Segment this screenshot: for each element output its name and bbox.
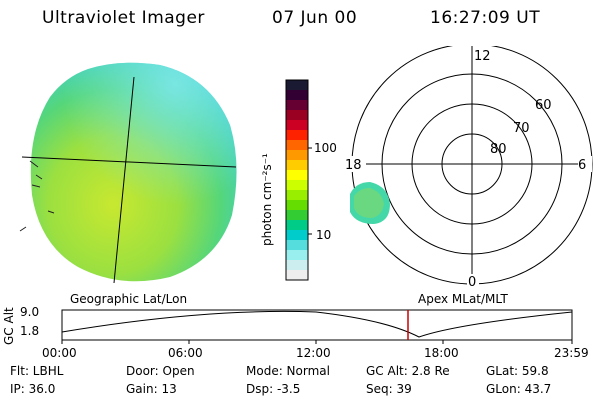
x-tick-2359: 23:59 bbox=[554, 346, 589, 360]
colorbar-segment bbox=[286, 80, 308, 91]
color-scale-bar bbox=[285, 79, 312, 281]
x-tick-1200: 12:00 bbox=[296, 346, 331, 360]
time-label: 16:27:09 UT bbox=[430, 8, 541, 28]
colorbar-segment bbox=[286, 110, 308, 121]
latitude-line bbox=[21, 156, 237, 168]
colorbar-segment bbox=[286, 230, 308, 241]
colorbar-segment bbox=[286, 140, 308, 151]
colorbar-segment bbox=[286, 190, 308, 201]
colorbar-segment bbox=[286, 90, 308, 101]
instrument-title: Ultraviolet Imager bbox=[42, 8, 205, 28]
altitude-timeline bbox=[61, 309, 573, 344]
gc-alt-axis-label: GC Alt bbox=[2, 307, 16, 345]
colorbar-segment bbox=[286, 150, 308, 161]
info-glon: GLon: 43.7 bbox=[486, 382, 552, 396]
info-dsp: Dsp: -3.5 bbox=[246, 382, 301, 396]
apex-label: Apex MLat/MLT bbox=[418, 292, 508, 306]
colorbar-segment bbox=[286, 200, 308, 211]
colorbar-segment bbox=[286, 100, 308, 111]
lat-label-80: 80 bbox=[490, 142, 507, 157]
info-gain: Gain: 13 bbox=[126, 382, 177, 396]
polar-plot: 60 70 80 12 18 6 0 bbox=[344, 46, 593, 290]
colorbar-segment bbox=[286, 210, 308, 221]
mlt-label-12: 12 bbox=[474, 49, 491, 64]
y-tick-low: 1.8 bbox=[20, 324, 40, 338]
info-seq: Seq: 39 bbox=[366, 382, 412, 396]
info-filter: Flt: LBHL bbox=[10, 364, 64, 378]
lat-label-70: 70 bbox=[513, 121, 530, 136]
mlt-label-0: 0 bbox=[468, 275, 476, 290]
date-label: 07 Jun 00 bbox=[272, 8, 358, 28]
colorbar-segment bbox=[286, 220, 308, 231]
mlt-label-6: 6 bbox=[578, 158, 586, 173]
colorbar-segment bbox=[286, 250, 308, 261]
geographic-label: Geographic Lat/Lon bbox=[70, 292, 188, 306]
earth-disk-image bbox=[19, 62, 237, 284]
colorbar-segment bbox=[286, 160, 308, 171]
info-glat: GLat: 59.8 bbox=[486, 364, 549, 378]
longitude-line bbox=[113, 76, 135, 284]
x-tick-1800: 18:00 bbox=[424, 346, 459, 360]
lat-label-60: 60 bbox=[535, 98, 552, 113]
colorbar-segment bbox=[286, 130, 308, 141]
colorbar-segment bbox=[286, 170, 308, 181]
y-tick-high: 9.0 bbox=[20, 305, 40, 319]
info-ip: IP: 36.0 bbox=[10, 382, 56, 396]
colorbar-segment bbox=[286, 270, 308, 281]
colorbar-segment bbox=[286, 260, 308, 271]
colorbar-segment bbox=[286, 120, 308, 131]
colorbar-segment bbox=[286, 180, 308, 191]
x-tick-0600: 06:00 bbox=[168, 346, 203, 360]
mlt-label-18: 18 bbox=[345, 158, 362, 173]
x-tick-0000: 00:00 bbox=[42, 346, 77, 360]
colorbar-unit-label: photon cm⁻²s⁻¹ bbox=[260, 153, 274, 246]
colorbar-tick-100: 100 bbox=[314, 141, 337, 155]
info-mode: Mode: Normal bbox=[246, 364, 330, 378]
colorbar-segment bbox=[286, 240, 308, 251]
altitude-curve bbox=[61, 310, 573, 338]
colorbar-tick-10: 10 bbox=[316, 228, 332, 242]
info-gc-alt: GC Alt: 2.8 Re bbox=[366, 364, 450, 378]
info-door: Door: Open bbox=[126, 364, 195, 378]
